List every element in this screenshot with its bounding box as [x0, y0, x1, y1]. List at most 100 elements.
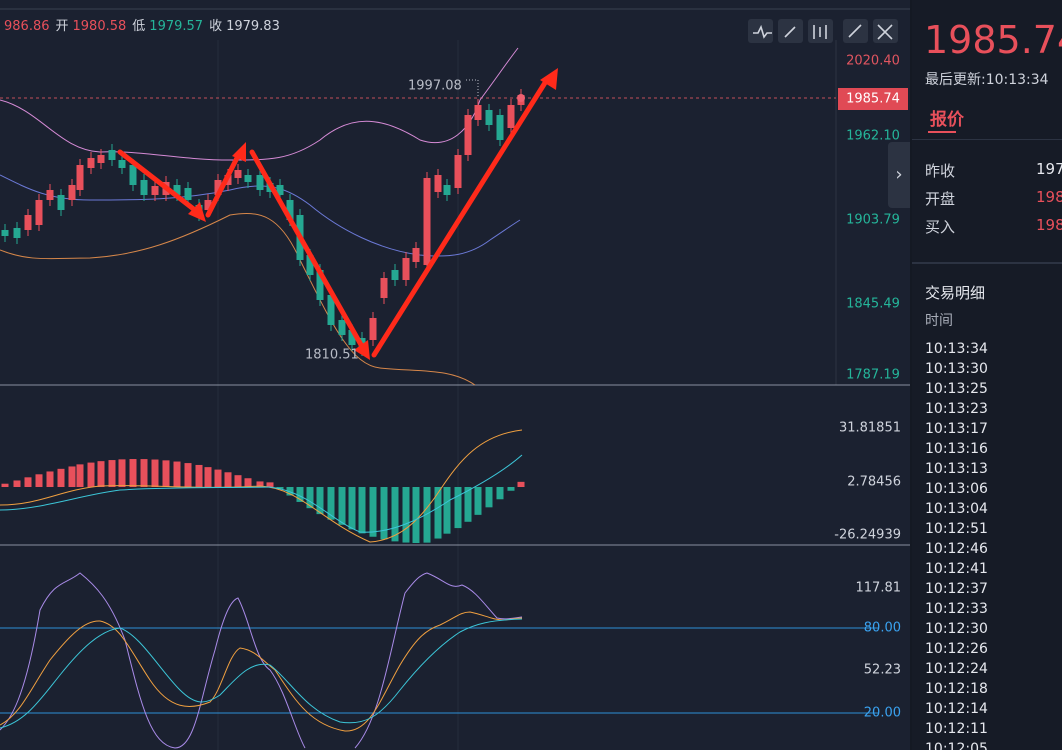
candle-body: [57, 195, 65, 210]
ohlc-value: 986.86: [4, 19, 50, 34]
macd-bar: [434, 487, 442, 539]
macd-bar: [162, 460, 170, 487]
candle-body: [276, 185, 284, 195]
quote-panel: 1985.74 最后更新:10:13:34 报价 昨收 197 开盘 198 买入 198…: [912, 0, 1062, 750]
macd-bar: [423, 487, 431, 543]
macd-bar: [173, 461, 181, 487]
trade-time: 10:12:18: [925, 681, 988, 697]
quote-label: 开盘: [925, 190, 956, 208]
ohlc-bar: 986.86 开 1980.58 低 1979.57 收 1979.83: [4, 19, 280, 34]
toolbar: [748, 19, 898, 43]
trade-time: 10:13:25: [925, 381, 988, 397]
candle-body: [1, 230, 9, 236]
macd-bar: [412, 487, 420, 543]
macd-bar: [87, 462, 95, 487]
macd-dea: [0, 454, 523, 533]
price-dot: [517, 94, 525, 102]
macd-bar: [244, 478, 252, 487]
trade-time: 10:13:17: [925, 421, 988, 437]
kdj-axis-label: 52.23: [864, 663, 901, 678]
candle-body: [316, 270, 324, 300]
candle-body: [443, 185, 451, 195]
candle-body: [306, 255, 314, 275]
macd-bar: [496, 487, 504, 500]
trade-time: 10:12:46: [925, 541, 988, 557]
macd-bar: [1, 483, 9, 487]
macd-bar: [517, 481, 525, 487]
macd-bar: [286, 487, 294, 496]
tool-button[interactable]: [748, 19, 773, 43]
candle-body: [454, 155, 462, 188]
macd-bar: [57, 468, 65, 487]
chart-bg: [0, 0, 910, 750]
candle-body: [434, 175, 442, 192]
candle-body: [35, 200, 43, 225]
kdj-d: [0, 611, 523, 732]
candle-body: [118, 160, 126, 168]
candle-body: [485, 110, 493, 125]
trade-time: 10:13:30: [925, 361, 988, 377]
divider: [912, 262, 1062, 264]
macd-bar: [118, 459, 126, 487]
macd-bar: [474, 487, 482, 515]
candle-body: [214, 180, 222, 195]
macd-bar: [46, 471, 54, 487]
macd-bar: [276, 487, 284, 489]
lower-band: [0, 212, 476, 386]
candle-body: [129, 165, 137, 185]
trade-time: 10:12:51: [925, 521, 988, 537]
candle-body: [369, 318, 377, 340]
macd-bar: [234, 475, 242, 487]
macd-bar: [391, 487, 399, 542]
macd-bar: [256, 481, 264, 487]
candle-body: [234, 170, 242, 178]
macd-bar: [140, 459, 148, 487]
macd-bar: [402, 487, 410, 543]
trend-arrows: [117, 75, 551, 358]
candle-body: [184, 188, 192, 200]
candle-body: [68, 185, 76, 200]
kdj-j: [0, 572, 523, 749]
detail-title: 交易明细: [925, 284, 986, 302]
trade-time: 10:12:24: [925, 661, 988, 677]
candle-body: [338, 320, 346, 335]
candle-body: [244, 175, 252, 182]
macd-bar: [204, 467, 212, 487]
macd-bar: [68, 466, 76, 487]
candle-body: [108, 150, 116, 160]
macd-bar: [358, 487, 366, 534]
candle-body: [348, 330, 356, 345]
candle-body: [464, 115, 472, 155]
ohlc-label: 开: [56, 19, 69, 34]
kdj-axis-label: 80.00: [864, 621, 901, 636]
trade-time: 10:13:04: [925, 501, 988, 517]
candle-body: [46, 190, 54, 200]
macd-bar: [266, 482, 274, 487]
tab[interactable]: 报价: [930, 110, 964, 130]
low-annotation: 1810.51: [305, 348, 359, 363]
macd-dif: [0, 429, 523, 543]
ohlc-label: 收: [209, 19, 222, 34]
macd-bar: [316, 487, 324, 515]
panel-price: 1985.74: [924, 18, 1062, 62]
macd-bar: [454, 487, 462, 529]
candle-body: [423, 178, 431, 265]
macd-bar: [214, 469, 222, 487]
macd-bar: [485, 487, 493, 508]
price-axis-label: 1903.79: [846, 213, 900, 228]
candle-body: [286, 200, 294, 220]
time-list: 10:13:34 10:13:30 10:13:25 10:13:23 10:13:17…: [925, 339, 988, 750]
candle-body: [474, 105, 482, 120]
candle-body: [140, 180, 148, 195]
macd-bar: [443, 487, 451, 534]
candle-body: [151, 186, 159, 195]
collapse-button[interactable]: ›: [888, 142, 910, 208]
kdj-k: [0, 618, 523, 729]
candle-body: [173, 185, 181, 195]
trade-time: 10:13:34: [925, 341, 988, 357]
candle-body: [496, 115, 504, 140]
ohlc-value: 1979.83: [226, 19, 280, 34]
candle-body: [76, 165, 84, 190]
trade-time: 10:13:16: [925, 441, 988, 457]
